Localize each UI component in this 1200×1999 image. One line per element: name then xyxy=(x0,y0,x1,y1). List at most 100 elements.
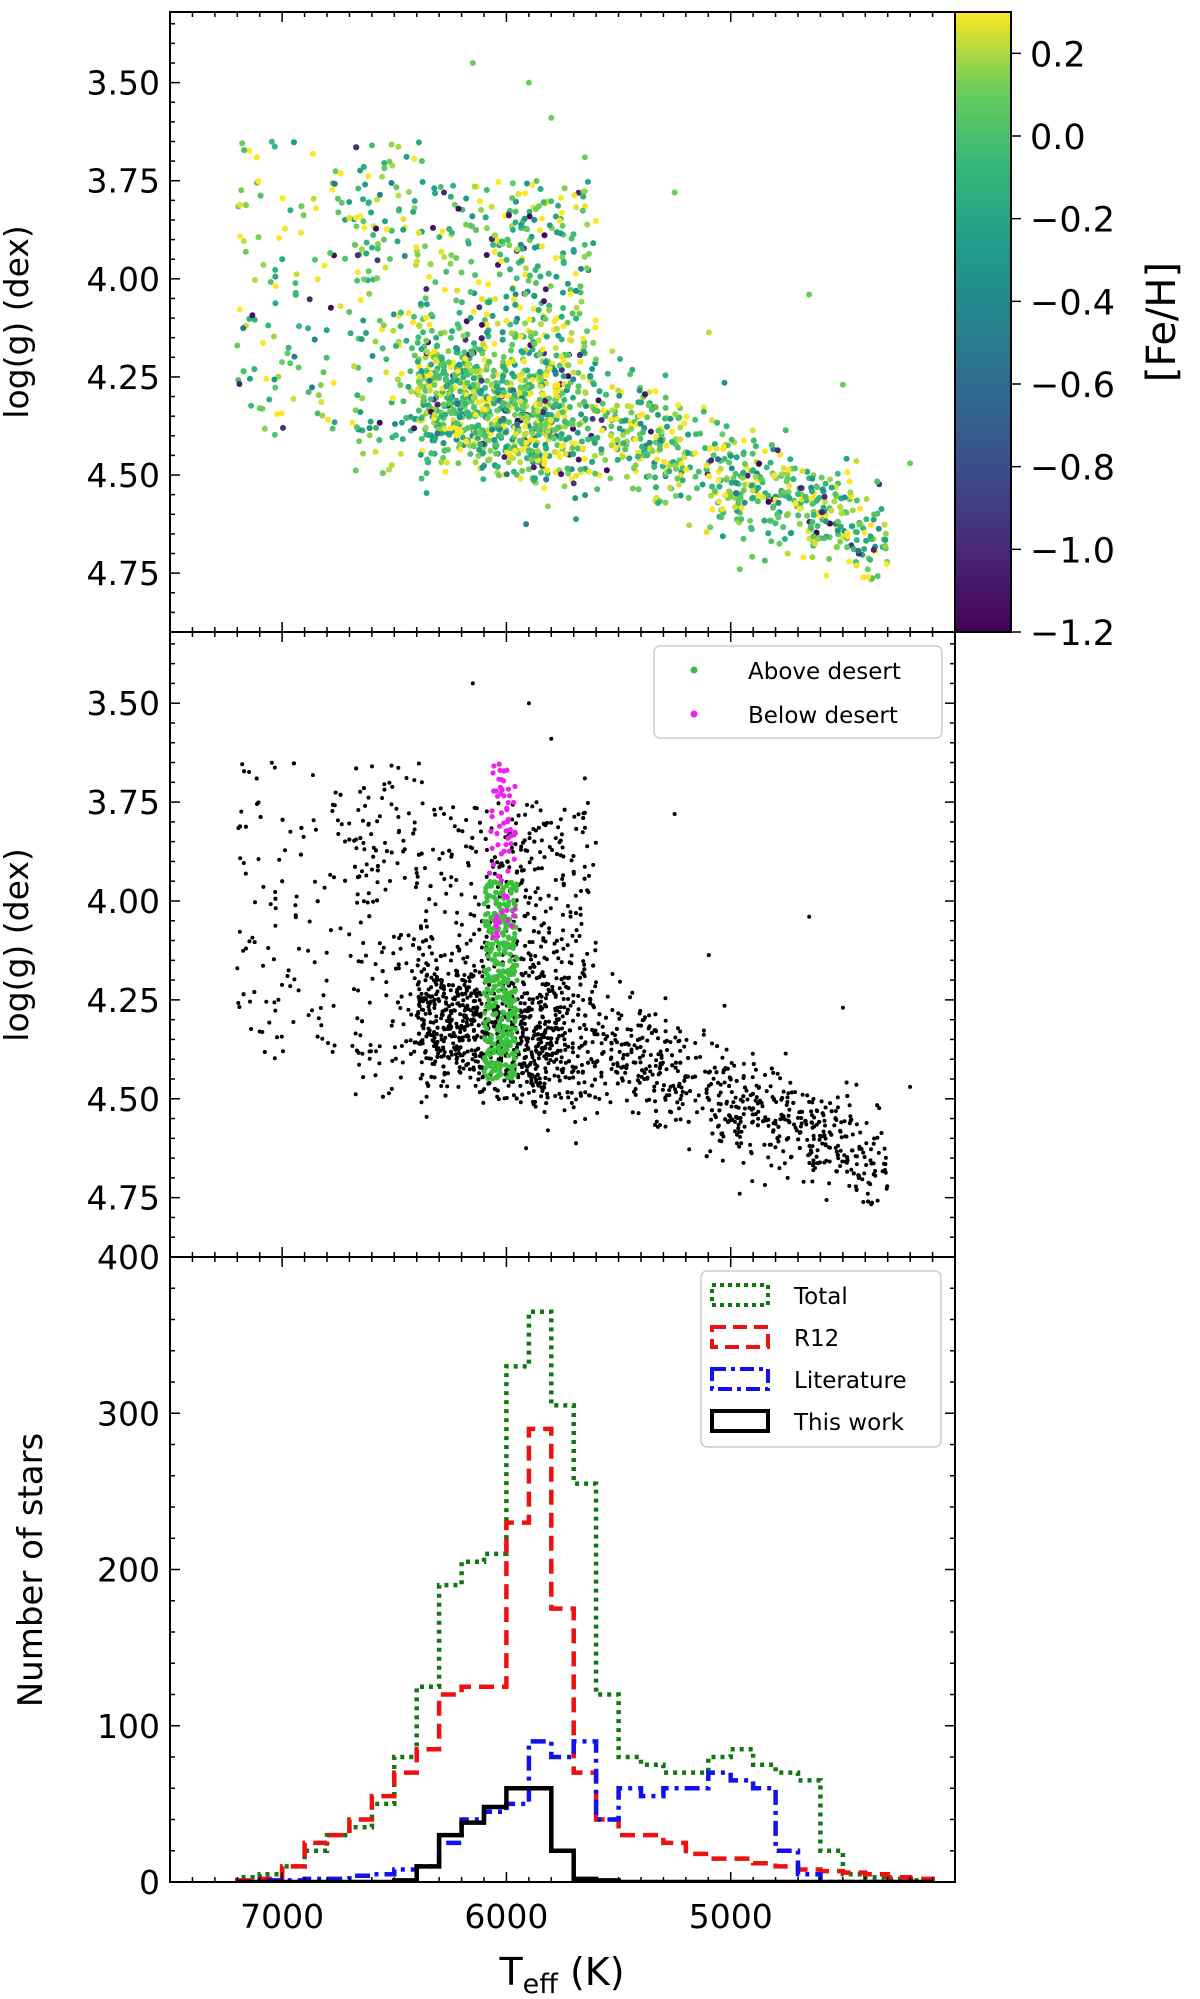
star-point xyxy=(517,398,524,405)
star-point xyxy=(442,953,447,958)
star-point xyxy=(797,485,804,491)
star-point xyxy=(608,1057,613,1061)
star-point xyxy=(514,406,521,412)
star-point xyxy=(533,452,540,459)
star-point xyxy=(451,1041,456,1046)
star-point xyxy=(363,330,369,336)
star-point xyxy=(383,356,390,363)
star-point xyxy=(782,1161,787,1166)
star-point xyxy=(568,235,575,242)
star-point xyxy=(519,409,526,416)
star-point xyxy=(760,1104,765,1109)
star-point xyxy=(582,864,587,869)
star-point xyxy=(480,341,487,347)
star-point xyxy=(417,451,424,458)
star-point xyxy=(425,432,432,438)
star-point xyxy=(561,928,566,933)
star-point xyxy=(427,1001,432,1006)
star-point xyxy=(590,989,595,994)
star-point xyxy=(550,984,555,989)
star-point xyxy=(502,429,509,436)
star-point xyxy=(412,778,417,783)
star-point xyxy=(543,909,548,914)
star-point xyxy=(710,1041,714,1046)
star-point xyxy=(565,470,572,477)
star-point xyxy=(747,517,754,524)
star-point xyxy=(483,311,490,318)
star-point xyxy=(447,364,454,371)
star-point xyxy=(362,847,367,852)
star-point xyxy=(529,376,536,383)
star-point xyxy=(445,348,452,355)
star-point xyxy=(609,407,616,414)
star-point xyxy=(519,880,524,885)
star-point xyxy=(530,305,537,312)
star-point xyxy=(433,343,440,350)
star-point xyxy=(625,1027,630,1032)
star-point xyxy=(534,1077,539,1082)
star-point xyxy=(559,990,564,995)
star-point xyxy=(524,1043,529,1048)
star-point xyxy=(487,447,494,454)
star-point xyxy=(583,825,587,830)
star-point xyxy=(473,227,480,233)
star-point xyxy=(496,426,503,433)
star-point xyxy=(441,984,446,989)
star-point xyxy=(684,1037,689,1042)
star-point xyxy=(456,1051,461,1056)
star-point xyxy=(822,518,829,525)
star-point xyxy=(583,1117,588,1121)
star-point xyxy=(319,412,326,419)
star-point xyxy=(432,807,437,812)
star-point xyxy=(431,382,438,388)
star-point xyxy=(554,229,560,236)
star-point xyxy=(767,1142,772,1147)
star-point xyxy=(353,864,357,869)
star-point xyxy=(815,1161,820,1166)
star-point xyxy=(479,1001,484,1006)
star-point xyxy=(557,194,564,201)
star-point xyxy=(828,1145,832,1150)
star-point xyxy=(702,445,709,451)
star-point xyxy=(429,975,434,980)
star-point xyxy=(565,904,570,908)
star-point xyxy=(519,349,526,356)
star-point xyxy=(717,465,724,472)
star-point xyxy=(480,449,487,456)
star-point xyxy=(662,405,669,411)
star-point xyxy=(473,895,478,900)
star-point xyxy=(471,1012,476,1017)
star-point xyxy=(422,295,429,302)
star-point xyxy=(543,1022,547,1026)
star-point xyxy=(670,1063,675,1068)
star-point xyxy=(478,335,485,342)
star-point xyxy=(552,213,559,220)
star-point xyxy=(450,182,457,189)
star-point xyxy=(253,154,260,161)
star-point xyxy=(354,766,359,771)
star-point xyxy=(528,456,535,463)
star-point xyxy=(854,1187,859,1192)
star-point xyxy=(454,973,459,978)
star-point xyxy=(680,1089,685,1094)
star-point xyxy=(395,1000,400,1005)
star-point xyxy=(575,383,582,390)
star-point xyxy=(464,425,471,432)
star-point xyxy=(478,321,485,328)
star-point xyxy=(693,1074,698,1079)
star-point xyxy=(677,1038,682,1043)
star-point xyxy=(532,964,537,969)
star-point xyxy=(659,1053,664,1058)
star-point xyxy=(547,1019,551,1024)
star-point xyxy=(774,447,781,454)
star-point xyxy=(645,402,652,409)
star-point xyxy=(749,450,756,457)
star-point xyxy=(579,207,586,214)
star-point xyxy=(865,573,872,580)
star-point xyxy=(539,944,543,949)
star-point xyxy=(540,1015,545,1020)
star-point xyxy=(473,968,478,973)
star-point xyxy=(534,263,541,270)
star-point xyxy=(481,1074,486,1079)
star-point xyxy=(714,1070,719,1075)
